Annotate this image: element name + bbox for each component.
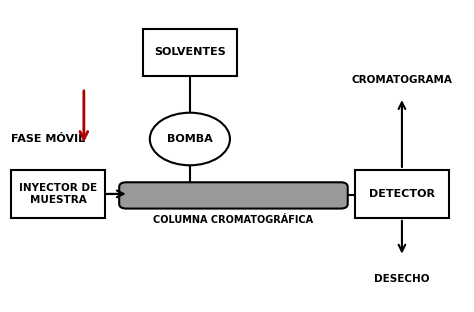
Text: DETECTOR: DETECTOR bbox=[369, 189, 435, 199]
Text: DESECHO: DESECHO bbox=[374, 274, 429, 284]
Text: COLUMNA CROMATOGRÁFICA: COLUMNA CROMATOGRÁFICA bbox=[154, 215, 313, 225]
FancyBboxPatch shape bbox=[355, 170, 449, 218]
Ellipse shape bbox=[150, 113, 230, 165]
Text: FASE MÓVIL: FASE MÓVIL bbox=[11, 134, 85, 144]
Text: BOMBA: BOMBA bbox=[167, 134, 213, 144]
Text: CROMATOGRAMA: CROMATOGRAMA bbox=[352, 75, 452, 85]
Text: SOLVENTES: SOLVENTES bbox=[154, 47, 226, 57]
FancyBboxPatch shape bbox=[119, 182, 348, 208]
FancyBboxPatch shape bbox=[143, 29, 237, 76]
Text: INYECTOR DE
MUESTRA: INYECTOR DE MUESTRA bbox=[19, 183, 97, 205]
FancyBboxPatch shape bbox=[11, 170, 105, 218]
